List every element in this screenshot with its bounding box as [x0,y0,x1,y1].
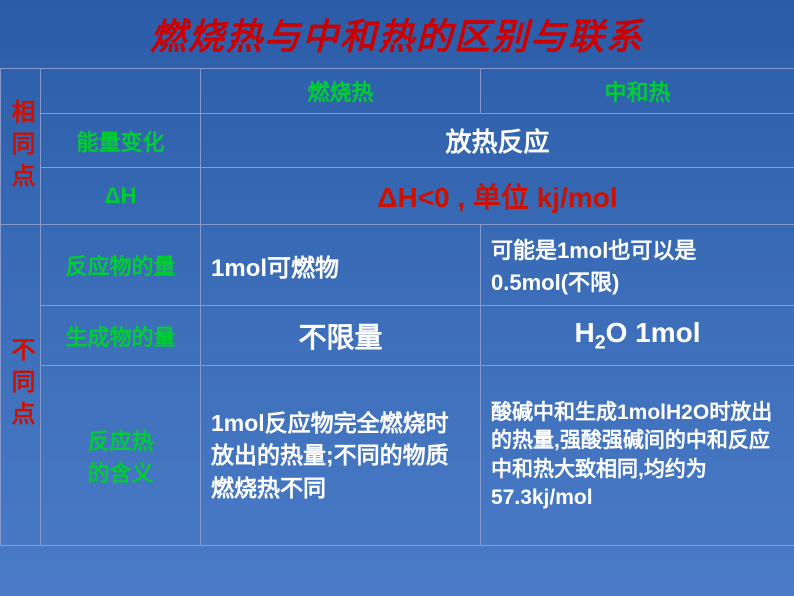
energy-change-value: 放热反应 [201,114,794,168]
reactant-combustion: 1mol可燃物 [201,225,481,306]
table-header-row: 相同点 燃烧热 中和热 [1,69,794,114]
blank-cell [41,69,201,114]
product-label: 生成物的量 [41,306,201,366]
deltah-row: ΔH ΔH<0 , 单位 kj/mol [1,168,794,225]
meaning-neutralization: 酸碱中和生成1molH2O时放出的热量,强酸强碱间的中和反应中和热大致相同,均约… [481,366,794,546]
meaning-label-line2: 的含义 [51,456,190,488]
diff-vlabel: 不同点 [1,225,41,546]
product-row: 生成物的量 不限量 H2O 1mol [1,306,794,366]
same-vlabel: 相同点 [1,69,41,225]
meaning-row: 反应热 的含义 1mol反应物完全燃烧时放出的热量;不同的物质燃烧热不同 酸碱中… [1,366,794,546]
h2o-suffix: O 1mol [606,317,701,348]
reactant-neutralization: 可能是1mol也可以是0.5mol(不限) [481,225,794,306]
reactant-row: 不同点 反应物的量 1mol可燃物 可能是1mol也可以是0.5mol(不限) [1,225,794,306]
page-title: 燃烧热与中和热的区别与联系 [0,0,794,68]
energy-row: 能量变化 放热反应 [1,114,794,168]
meaning-label-line1: 反应热 [51,424,190,456]
combustion-col-header: 燃烧热 [201,69,481,114]
delta-h-label: ΔH [41,168,201,225]
delta-h-value: ΔH<0 , 单位 kj/mol [201,168,794,225]
h2o-prefix: H [574,317,594,348]
meaning-label: 反应热 的含义 [41,366,201,546]
product-combustion: 不限量 [201,306,481,366]
meaning-combustion: 1mol反应物完全燃烧时放出的热量;不同的物质燃烧热不同 [201,366,481,546]
energy-change-label: 能量变化 [41,114,201,168]
reactant-label: 反应物的量 [41,225,201,306]
neutralization-col-header: 中和热 [481,69,794,114]
h2o-sub: 2 [595,331,606,353]
main-table: 相同点 燃烧热 中和热 能量变化 放热反应 ΔH ΔH<0 , 单位 kj/mo… [0,68,794,546]
product-neutralization: H2O 1mol [481,306,794,366]
